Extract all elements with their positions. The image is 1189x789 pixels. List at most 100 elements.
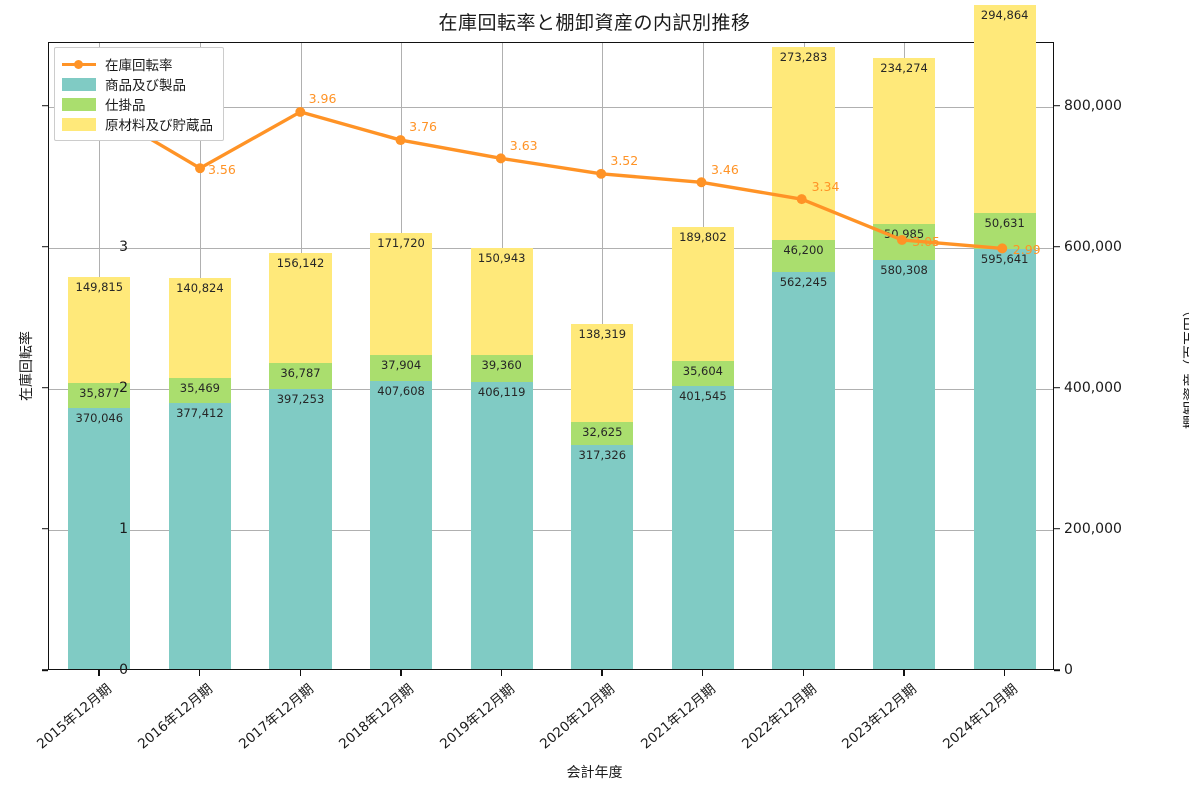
bar-segment[interactable]: 32,625 [571,422,634,446]
line-value-label: 3.52 [610,153,639,169]
bar-segment[interactable]: 377,412 [168,402,232,669]
bar-segment[interactable]: 189,802 [671,226,735,361]
bar-value-label: 32,625 [582,425,623,440]
bar-segment[interactable]: 273,283 [772,46,835,240]
bar-segment[interactable]: 35,469 [168,377,232,403]
bar-value-label: 156,142 [276,255,325,270]
bar-value-label: 580,308 [880,262,928,277]
bar-value-label: 595,641 [980,251,1029,266]
legend-item[interactable]: 商品及び製品 [62,74,213,94]
x-tick-mark [500,670,503,676]
bar-segment[interactable]: 580,308 [872,259,936,669]
bar-value-label: 46,200 [783,242,824,257]
bar-value-label: 35,604 [682,363,723,378]
x-tick-mark [701,670,704,676]
bar-segment[interactable]: 150,943 [470,248,533,355]
bar-value-label: 189,802 [679,229,727,244]
bar-segment[interactable]: 140,824 [168,278,232,378]
line-value-label: 3.96 [308,91,337,107]
bar-value-label: 234,274 [880,61,928,76]
bar-value-label: 317,326 [578,448,627,463]
y-tick-label-left: 1 [119,520,128,537]
y-tick-mark-left [42,245,48,248]
bar-value-label: 397,253 [276,391,325,406]
bar-segment[interactable]: 171,720 [369,233,433,355]
y-tick-mark-right [1054,104,1060,107]
bar-segment[interactable]: 562,245 [772,272,835,669]
y-tick-label-left: 2 [119,379,128,396]
line-value-label: 3.46 [710,161,739,177]
x-tick-mark [198,670,201,676]
y-tick-mark-left [42,528,48,530]
gridline-horizontal [49,388,1053,390]
bar-group[interactable]: 397,253 36,787 156,142 [269,252,332,669]
bar-group[interactable]: 317,326 32,625 138,319 [571,324,634,669]
chart-legend: 在庫回転率商品及び製品 仕掛品原材料及び貯蔵品 [54,47,224,141]
line-marker[interactable] [596,168,607,179]
legend-item[interactable]: 原材料及び貯蔵品 [62,114,213,134]
bar-value-label: 370,046 [75,410,124,425]
bar-segment[interactable]: 36,787 [269,362,332,389]
bar-group[interactable]: 406,119 39,360 150,943 [470,248,533,669]
line-path [98,107,1004,251]
bar-group[interactable]: 595,641 50,631 294,864 [973,4,1036,669]
bar-group[interactable]: 377,412 35,469 140,824 [168,278,232,669]
bar-segment[interactable]: 406,119 [470,382,533,669]
bar-segment[interactable]: 138,319 [571,324,634,423]
legend-line-icon [62,58,96,71]
line-value-label: 3.05 [912,233,941,249]
bar-segment[interactable]: 46,200 [772,239,835,273]
y-tick-mark-right [1054,245,1060,248]
bar-group[interactable]: 580,308 50,985 234,274 [872,58,936,669]
bar-segment[interactable]: 149,815 [68,276,131,383]
bar-group[interactable]: 401,545 35,604 189,802 [671,226,735,669]
legend-item-label: 商品及び製品 [105,78,186,94]
legend-item[interactable]: 仕掛品 [62,94,213,114]
bar-value-label: 37,904 [380,357,422,372]
x-tick-label: 2015年12月期 [34,681,116,753]
bar-segment[interactable]: 407,608 [369,381,433,669]
line-marker[interactable] [696,177,707,188]
x-tick-label: 2023年12月期 [839,681,920,753]
line-value-label: 2.99 [1012,242,1041,258]
y-tick-mark-left [42,104,48,107]
bar-group[interactable]: 407,608 37,904 171,720 [369,233,433,669]
bar-segment[interactable]: 317,326 [571,445,634,669]
line-value-label: 3.63 [509,137,538,153]
bar-segment[interactable]: 156,142 [269,252,332,363]
bar-segment[interactable]: 35,604 [671,360,735,386]
bar-segment[interactable]: 595,641 [973,248,1036,669]
legend-item-label: 在庫回転率 [105,58,173,74]
bar-value-label: 138,319 [578,327,627,342]
x-tick-label: 2017年12月期 [235,681,317,753]
x-tick-mark [903,670,905,676]
bar-group[interactable]: 562,245 46,200 273,283 [772,46,835,669]
bar-value-label: 407,608 [377,384,425,399]
bar-segment[interactable]: 37,904 [369,354,433,382]
legend-item[interactable]: 在庫回転率 [62,54,213,74]
bar-segment[interactable]: 370,046 [68,407,131,669]
x-tick-mark [1003,670,1006,676]
bar-value-label: 273,283 [779,49,828,64]
plot-area: 370,046 35,877 149,815 377,412 35,469 140,824… [48,4,1054,670]
bar-segment[interactable]: 234,274 [872,58,936,224]
legend-item-label: 原材料及び貯蔵品 [105,118,213,134]
bar-segment[interactable]: 39,360 [470,354,533,383]
legend-swatch-icon [62,77,96,91]
bar-value-label: 562,245 [779,275,828,290]
x-tick-label: 2018年12月期 [336,681,417,753]
y-tick-label-left: 0 [119,662,128,678]
x-tick-label: 2022年12月期 [738,681,820,753]
bar-segment[interactable]: 401,545 [671,385,735,669]
bar-segment[interactable]: 397,253 [269,388,332,669]
y-tick-mark-left [42,386,48,389]
legend-swatch-icon [62,117,96,131]
bar-group[interactable]: 370,046 35,877 149,815 [68,276,131,669]
bar-segment[interactable]: 35,877 [68,382,131,408]
x-tick-mark [802,670,805,676]
y-tick-label-left: 3 [119,238,128,255]
legend-item-label: 仕掛品 [105,98,146,114]
bar-segment[interactable]: 294,864 [973,4,1036,213]
bar-value-label: 401,545 [679,388,727,403]
